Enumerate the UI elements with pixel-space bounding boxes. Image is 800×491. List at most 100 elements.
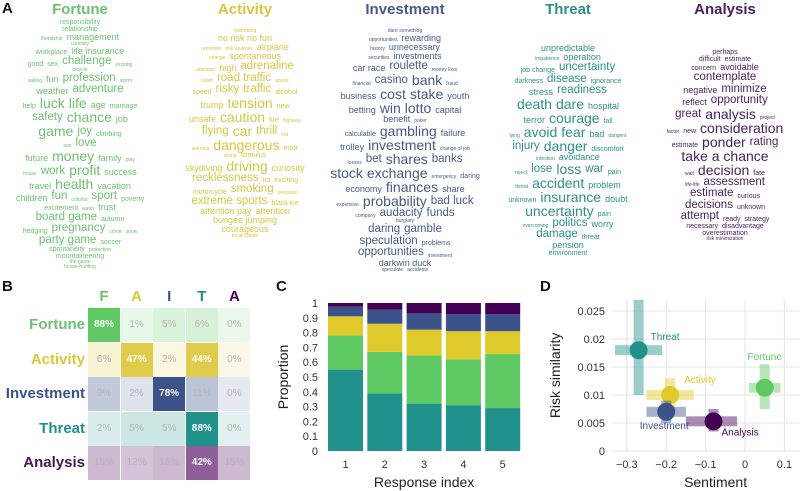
cloud-word: age [90, 99, 106, 110]
cloud-line: sun love [0, 137, 160, 150]
cloud-line: extreme sports black ice [165, 195, 325, 207]
cloud-line: relationship [0, 26, 160, 33]
heatmap-cell: 15% [153, 446, 186, 481]
cloud-line: overestimation [645, 230, 800, 237]
cloud-word: negative [683, 85, 718, 95]
cloud-word: expensive [336, 201, 359, 208]
y-tick-label: 0.1 [303, 431, 318, 443]
cloud-word: accidents [407, 266, 429, 273]
cloud-word: incalculable [231, 233, 259, 239]
cloud-line: bicycle [0, 67, 160, 73]
cloud-line: party game soccer [0, 234, 160, 246]
cloud-line: darkwin duck [325, 258, 485, 268]
cloud-word: children [15, 192, 48, 203]
cloud-word: reflect [682, 96, 707, 107]
cloud-line: game joy climbing [0, 124, 160, 138]
y-tick-label: 0.02 [584, 334, 605, 346]
cloud-word: profession [62, 71, 116, 84]
word-cloud-title: Analysis [694, 1, 756, 18]
cloud-word: friendship [40, 36, 63, 42]
cloud-line: children fun colorful sport poverty [0, 190, 160, 203]
cloud-word: snow [125, 228, 138, 235]
cloud-line: factor new consideration [645, 121, 800, 135]
scatter-plot: −0.3 −0.2 −0.1 0 0.1 0 0.005 0.01 0.015 0.02 0.025… [547, 299, 800, 490]
cloud-line: unpredictable [488, 44, 648, 53]
cloud-word: traffic [243, 83, 272, 95]
cloud-word: dangers [608, 132, 627, 139]
cloud-line: great analysis project [645, 107, 800, 121]
cloud-word: disadvantage [722, 222, 764, 230]
cloud-word: trump [200, 99, 224, 110]
cloud-word: airplane [256, 42, 289, 52]
heatmap-cell: 5% [120, 411, 153, 446]
y-tick-label: 0.9 [303, 313, 318, 325]
cloud-line: impatience operation [488, 53, 648, 62]
cloud-word: no risk no fun [217, 33, 273, 43]
word-cloud-investment: Investment dare something opportunities rew… [325, 0, 485, 273]
heatmap-cell: 2% [120, 377, 153, 412]
bar-segment [367, 303, 403, 310]
cloud-word: travel [29, 181, 52, 191]
cloud-line: islam road traffic abuse [165, 72, 325, 85]
cloud-word: analysis [705, 105, 756, 122]
y-tick-label: 0.5 [303, 372, 318, 384]
cloud-word: assessment [703, 175, 765, 188]
cloud-word: skydiving [185, 162, 223, 173]
cloud-word: benefit [383, 113, 411, 124]
cloud-word: take a chance [681, 147, 769, 164]
bar-segment [367, 393, 403, 451]
cloud-word: damage [536, 228, 578, 240]
cloud-line: friendship management [0, 33, 160, 42]
cloud-line: securities investments [325, 52, 485, 61]
cloud-line: speed risky traffic alcohol [165, 83, 325, 95]
cloud-word: spontaneous [229, 51, 281, 61]
cloud-word: rating [749, 136, 779, 148]
cloud-word: change of job [439, 145, 470, 152]
heatmap-cell: 6% [185, 308, 218, 342]
cloud-word: war [585, 163, 604, 175]
y-tick-label: 0.8 [303, 328, 318, 340]
cloud-word: probability [362, 192, 427, 209]
cloud-word: securities [368, 55, 390, 61]
bar-segment [367, 309, 403, 324]
bar-segment [367, 323, 403, 352]
cloud-word: ponder [702, 133, 746, 150]
bar-segment [328, 369, 363, 451]
x-axis-label: Sentiment [684, 474, 747, 490]
cloud-word: soccer [100, 239, 122, 246]
cloud-word: money loss [431, 66, 458, 73]
cloud-word: death [516, 95, 552, 112]
cloud-line: house-hunting [0, 265, 160, 270]
y-tick-label: 0.015 [578, 362, 606, 374]
cloud-word: risky [215, 83, 240, 95]
cloud-word: new [683, 127, 697, 135]
bar-segment [485, 331, 521, 355]
cloud-word: fall [603, 117, 613, 125]
cloud-word: fear [561, 123, 586, 140]
cloud-word: wait [685, 170, 694, 177]
word-cloud-title: Threat [545, 1, 591, 18]
cloud-word: family [98, 153, 122, 163]
cloud-word: poverty [121, 195, 145, 203]
cloud-line: board game autumn [0, 211, 160, 223]
cloud-word: pressure [277, 189, 298, 196]
cloud-word: thrill [256, 125, 278, 137]
cloud-word: dare something [387, 28, 423, 34]
cloud-word: adrenaline [240, 60, 294, 72]
cloud-line: spontaneity protection [0, 246, 160, 253]
cloud-word: speculation [359, 234, 418, 247]
cloud-word: risk analysis [225, 46, 253, 52]
cloud-word: daring [368, 223, 401, 235]
cloud-line: risk minimization [645, 236, 800, 242]
heatmap-row-label: Fortune [29, 316, 85, 333]
cloud-word: colorful [71, 196, 88, 203]
cloud-word: no [262, 177, 271, 184]
cloud-word: investment [427, 252, 453, 259]
cloud-word: money [52, 148, 95, 164]
cloud-word: betting [348, 104, 376, 115]
cloud-word: spontaneity [49, 246, 85, 253]
cloud-line: perhaps [645, 49, 800, 56]
cloud-word: exciting [274, 177, 298, 184]
cloud-word: skiing [223, 152, 237, 159]
cloud-line: courageous [165, 225, 325, 234]
